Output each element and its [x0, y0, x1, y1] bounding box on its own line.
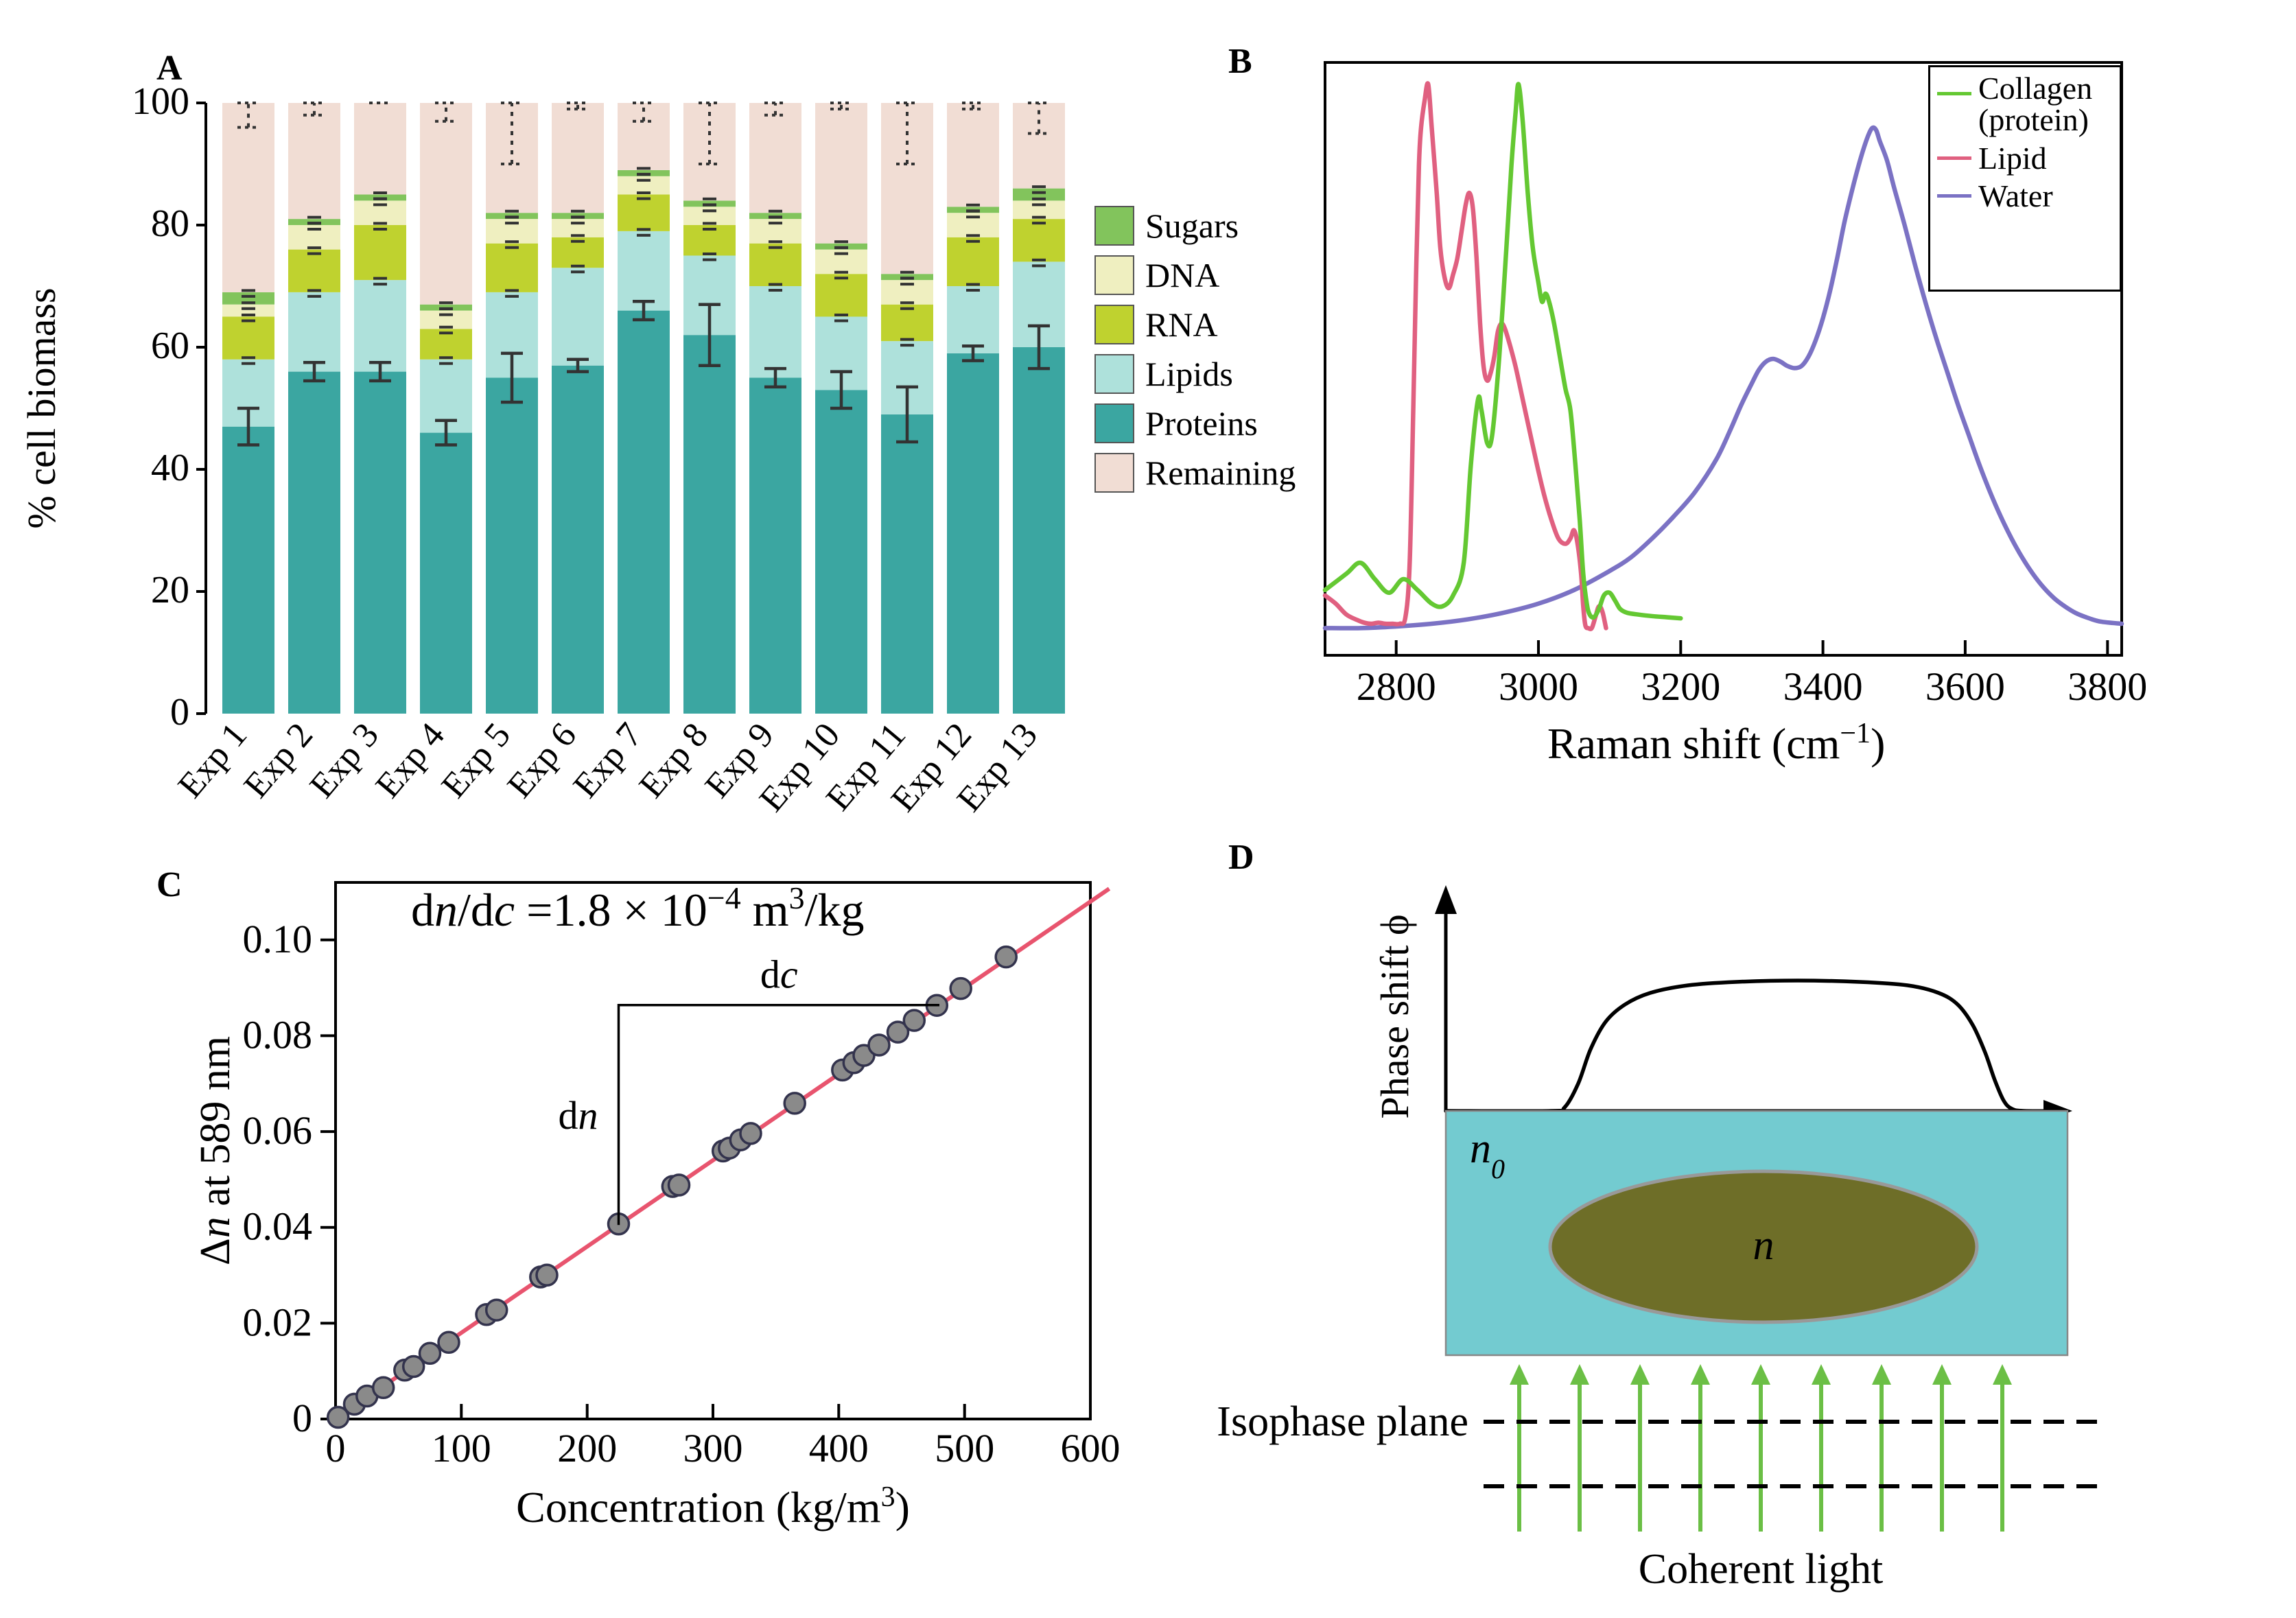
svg-text:400: 400: [809, 1426, 869, 1470]
svg-text:dc: dc: [760, 952, 798, 997]
svg-text:0.10: 0.10: [243, 917, 313, 961]
svg-text:0: 0: [292, 1396, 312, 1440]
svg-text:Exp 4: Exp 4: [368, 716, 453, 806]
svg-text:Exp 3: Exp 3: [303, 716, 387, 806]
svg-text:200: 200: [557, 1426, 617, 1470]
svg-text:80: 80: [151, 202, 189, 245]
svg-text:dn/dc =1.8 × 10−4 m3/kg: dn/dc =1.8 × 10−4 m3/kg: [411, 880, 865, 936]
svg-text:3000: 3000: [1499, 664, 1578, 709]
svg-text:Exp 2: Exp 2: [237, 716, 321, 806]
svg-text:100: 100: [432, 1426, 491, 1470]
svg-text:3600: 3600: [1925, 664, 2005, 709]
svg-text:60: 60: [151, 325, 189, 367]
svg-text:% cell biomass: % cell biomass: [19, 288, 64, 528]
svg-text:40: 40: [151, 447, 189, 489]
svg-text:3400: 3400: [1783, 664, 1863, 709]
svg-text:Concentration (kg/m3): Concentration (kg/m3): [516, 1481, 910, 1532]
svg-text:Exp 6: Exp 6: [500, 716, 585, 806]
svg-text:0.02: 0.02: [243, 1300, 313, 1344]
svg-text:3200: 3200: [1641, 664, 1720, 709]
svg-text:Raman shift (cm−1): Raman shift (cm−1): [1547, 718, 1886, 768]
svg-text:Phase shift ϕ: Phase shift ϕ: [1372, 915, 1417, 1119]
svg-text:Coherent light: Coherent light: [1639, 1546, 1883, 1593]
svg-text:dn: dn: [559, 1093, 598, 1138]
svg-text:0: 0: [170, 691, 189, 734]
svg-text:n: n: [1753, 1222, 1774, 1269]
svg-text:Exp 5: Exp 5: [434, 716, 519, 806]
svg-text:Exp 8: Exp 8: [632, 716, 716, 806]
svg-text:Exp 7: Exp 7: [566, 716, 651, 806]
svg-text:0.08: 0.08: [243, 1012, 313, 1057]
svg-text:Δn at 589 nm: Δn at 589 nm: [192, 1036, 239, 1265]
svg-text:20: 20: [151, 569, 189, 611]
svg-text:0: 0: [326, 1426, 346, 1470]
svg-text:3800: 3800: [2067, 664, 2147, 709]
svg-text:100: 100: [132, 80, 189, 123]
svg-text:2800: 2800: [1357, 664, 1436, 709]
svg-text:0.06: 0.06: [243, 1108, 313, 1153]
svg-text:Isophase plane: Isophase plane: [1217, 1398, 1468, 1445]
svg-text:0.04: 0.04: [243, 1204, 313, 1249]
svg-text:300: 300: [683, 1426, 743, 1470]
